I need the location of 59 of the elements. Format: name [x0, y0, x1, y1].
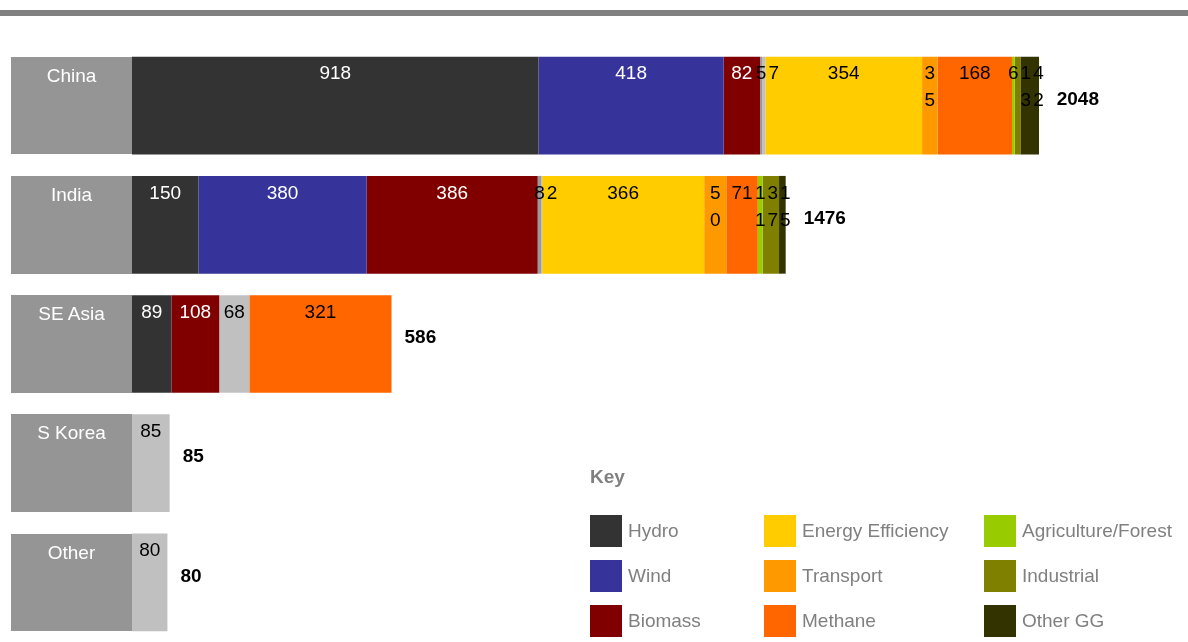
y-tick-label: S Korea [11, 414, 132, 513]
data-label: 8 [534, 181, 545, 203]
legend-label: Agriculture/Forest [1022, 519, 1172, 542]
data-label: 1 5 [780, 181, 791, 230]
total-label: 586 [404, 326, 437, 348]
bar [538, 56, 724, 155]
data-label: 386 [436, 181, 469, 203]
total-label: 2048 [1056, 87, 1100, 109]
data-label: 71 [731, 181, 753, 203]
legend-title: Key [590, 466, 626, 488]
data-label: 80 [139, 539, 161, 561]
data-label: 5 0 [709, 181, 721, 230]
legend-label: Other GG [1022, 609, 1105, 632]
y-tick-label: China [11, 56, 132, 155]
total-label: 1476 [803, 207, 846, 229]
bar [198, 175, 367, 274]
legend-label: Biomass [628, 609, 701, 632]
data-label: 82 [731, 62, 753, 84]
total-label: 85 [182, 445, 205, 467]
legend-label: Methane [802, 609, 876, 632]
data-label: 68 [223, 300, 245, 322]
bar [132, 533, 168, 632]
bar [171, 295, 220, 393]
data-label: 918 [319, 62, 352, 84]
bar [132, 175, 199, 274]
bar [219, 295, 250, 393]
bar [132, 414, 170, 513]
data-label: 321 [304, 300, 337, 322]
data-label: 108 [179, 300, 212, 322]
data-label: 3 5 [924, 62, 936, 111]
data-label: 2 [546, 181, 558, 203]
total-label: 80 [180, 564, 202, 586]
bar [542, 175, 705, 274]
legend-label: Transport [802, 564, 883, 587]
y-tick-label: India [11, 175, 132, 274]
y-tick-label: SE Asia [11, 295, 132, 393]
legend-label: Industrial [1022, 564, 1100, 587]
legend-label: Energy Efficiency [802, 519, 949, 542]
data-label: 85 [140, 420, 162, 442]
data-label: 3 7 [767, 181, 779, 230]
bar [132, 295, 172, 393]
data-label: 380 [266, 181, 299, 203]
y-tick-label: Other [11, 533, 132, 632]
data-label: 89 [141, 300, 163, 322]
legend-label: Hydro [628, 519, 679, 542]
bar [132, 56, 539, 155]
data-label: 354 [827, 62, 860, 84]
bar [922, 56, 938, 155]
bar [726, 175, 758, 274]
legend-label: Wind [628, 564, 672, 587]
data-label: 7 [768, 62, 779, 84]
bar [249, 295, 392, 393]
data-label: 1 1 [754, 181, 766, 230]
data-label: 418 [615, 62, 647, 84]
data-label: 366 [607, 181, 639, 203]
bar [765, 56, 923, 155]
data-label: 168 [958, 62, 991, 84]
bar [704, 175, 727, 274]
data-label: 150 [149, 181, 182, 203]
